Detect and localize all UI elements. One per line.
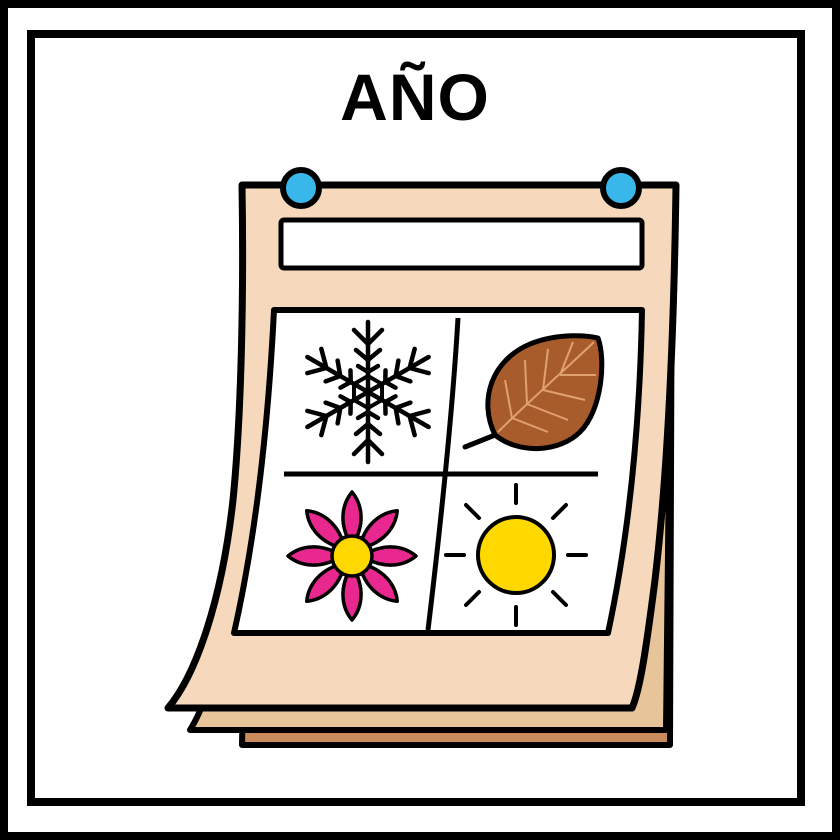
snowflake-icon: [300, 319, 435, 462]
pin-right-icon: [600, 167, 642, 209]
leaf-icon: [462, 333, 605, 452]
page-title: AÑO: [340, 60, 490, 134]
flower-icon: [286, 490, 418, 622]
inner-border: [27, 30, 805, 806]
sun-icon: [444, 483, 588, 627]
calendar-header-band: [278, 217, 645, 271]
pin-left-icon: [280, 167, 322, 209]
